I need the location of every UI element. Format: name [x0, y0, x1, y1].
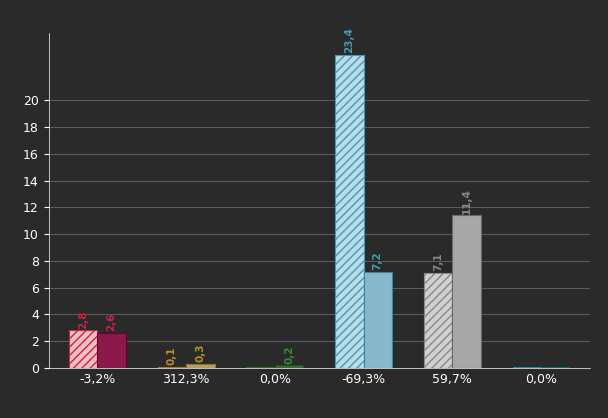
Text: 0,1: 0,1: [167, 347, 177, 365]
Bar: [452, 215, 481, 368]
Bar: [335, 55, 364, 368]
Bar: [513, 367, 541, 368]
Text: 23,4: 23,4: [344, 27, 354, 53]
Bar: [246, 367, 275, 368]
Bar: [275, 365, 303, 368]
Text: 2,6: 2,6: [106, 313, 117, 331]
Bar: [364, 272, 392, 368]
Text: 0,2: 0,2: [284, 345, 294, 364]
Text: 0,3: 0,3: [195, 344, 206, 362]
Bar: [186, 364, 215, 368]
Text: 7,2: 7,2: [373, 251, 383, 270]
Text: 7,1: 7,1: [433, 252, 443, 271]
Text: 11,4: 11,4: [461, 188, 471, 214]
Bar: [157, 367, 186, 368]
Bar: [97, 333, 126, 368]
Bar: [541, 367, 569, 368]
Text: 2,8: 2,8: [78, 310, 88, 329]
Bar: [424, 273, 452, 368]
Bar: [69, 330, 97, 368]
